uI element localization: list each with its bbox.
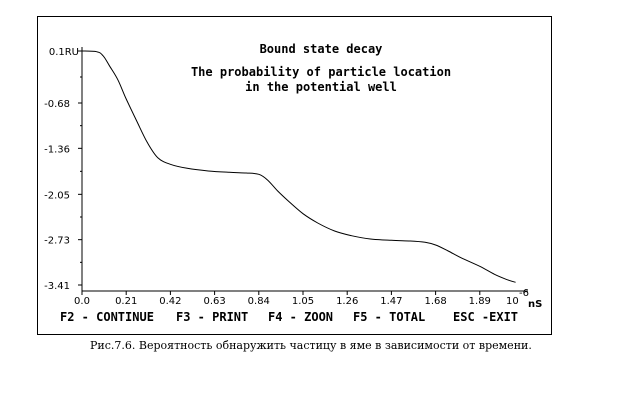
y-tick-label: -2.73 — [44, 236, 70, 247]
y-tick-label: -3.41 — [44, 281, 70, 292]
continue-key[interactable]: F2 - CONTINUE — [60, 310, 154, 324]
zoom-key[interactable]: F4 - ZOON — [268, 310, 334, 324]
y-tick-label: -0.68 — [44, 99, 70, 110]
x-multiplier-label: 10 — [506, 296, 519, 307]
x-tick-label: 0.42 — [159, 296, 181, 307]
x-unit-label: nS — [528, 299, 542, 310]
x-tick-label: 1.68 — [424, 296, 446, 307]
x-tick-label: 0.0 — [74, 296, 90, 307]
x-tick-label: 1.47 — [380, 296, 402, 307]
x-tick-label: 0.84 — [248, 296, 270, 307]
chart-frame — [37, 16, 552, 335]
x-exponent-label: -6 — [519, 288, 529, 299]
x-tick-label: 0.63 — [203, 296, 225, 307]
chart-title-line-3: in the potential well — [245, 80, 397, 94]
y-tick-label: -2.05 — [44, 190, 70, 201]
y-tick-label: -1.36 — [44, 144, 70, 155]
y-top-label: 0.1RU — [49, 47, 79, 58]
chart-title-line-2: The probability of particle location — [190, 65, 452, 79]
decay-curve — [81, 50, 516, 283]
x-tick-label: 1.26 — [336, 296, 358, 307]
x-tick-label: 1.89 — [469, 296, 491, 307]
total-key[interactable]: F5 - TOTAL — [353, 310, 426, 324]
figure-caption: Рис.7.6. Вероятность обнаружить частицу … — [90, 339, 532, 352]
x-tick-label: 1.05 — [292, 296, 314, 307]
chart-title-line-1: Bound state decay — [259, 42, 383, 56]
x-tick-label: 0.21 — [115, 296, 137, 307]
print-key[interactable]: F3 - PRINT — [176, 310, 249, 324]
exit-key[interactable]: ESC -EXIT — [453, 310, 519, 324]
